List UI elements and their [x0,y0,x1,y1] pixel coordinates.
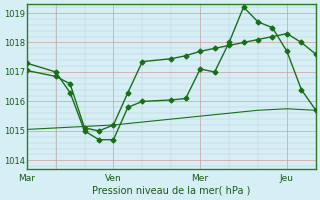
X-axis label: Pression niveau de la mer( hPa ): Pression niveau de la mer( hPa ) [92,186,251,196]
